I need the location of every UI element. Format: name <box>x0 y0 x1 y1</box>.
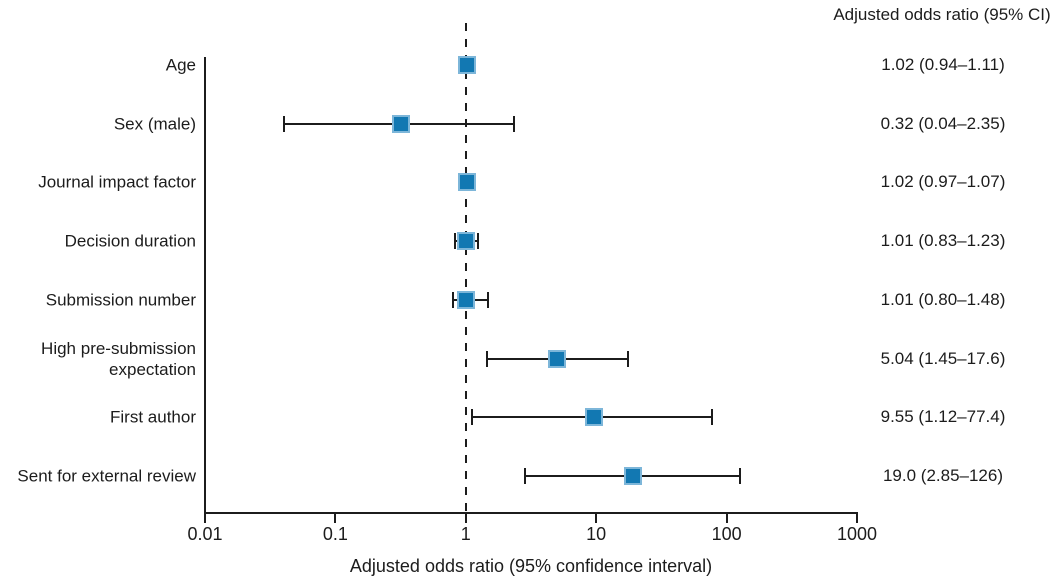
row-label: Sent for external review <box>17 466 196 486</box>
ci-cap-low <box>452 291 455 308</box>
value-text: 1.01 (0.80–1.48) <box>880 289 1006 309</box>
x-tick <box>725 513 728 523</box>
row-label: Age <box>165 55 196 75</box>
ci-cap-low <box>282 115 285 132</box>
x-tick-label: 1 <box>460 524 471 544</box>
x-axis <box>204 512 858 514</box>
ci-cap-low <box>485 350 488 367</box>
or-marker <box>584 408 603 427</box>
value-column-header: Adjusted odds ratio (95% CI) <box>833 5 1051 24</box>
x-tick-label: 0.01 <box>187 524 223 544</box>
row-label: First author <box>110 407 196 427</box>
value-text: 1.02 (0.97–1.07) <box>880 172 1006 192</box>
ci-cap-high <box>487 291 489 308</box>
x-axis-label: Adjusted odds ratio (95% confidence inte… <box>349 556 713 576</box>
or-marker <box>392 114 411 133</box>
row-label: High pre-submission expectation <box>41 338 196 379</box>
x-tick <box>334 513 337 523</box>
or-marker <box>623 466 642 485</box>
ci-cap-low <box>471 409 474 426</box>
x-tick-label: 1000 <box>836 524 878 544</box>
ci-cap-low <box>524 467 527 484</box>
row-label: Submission number <box>45 290 196 310</box>
x-tick <box>204 513 206 523</box>
x-tick-label: 100 <box>711 524 742 544</box>
row-label: Decision duration <box>64 231 196 251</box>
or-marker <box>548 349 567 368</box>
value-text: 1.02 (0.94–1.11) <box>881 55 1005 74</box>
value-text: 0.32 (0.04–2.35) <box>880 113 1006 133</box>
y-axis <box>204 57 206 514</box>
x-tick-label: 0.1 <box>322 524 348 544</box>
ci-cap-high <box>627 350 630 367</box>
or-marker <box>457 173 476 192</box>
ci-cap-low <box>454 233 457 250</box>
row-label: Sex (male) <box>113 114 196 134</box>
x-tick <box>856 513 858 523</box>
x-tick <box>595 513 598 523</box>
ci-cap-high <box>711 409 714 426</box>
value-text: 9.55 (1.12–77.4) <box>880 407 1006 427</box>
value-text: 19.0 (2.85–126) <box>882 465 1004 485</box>
x-tick <box>464 513 467 523</box>
row-label: Journal impact factor <box>38 172 196 192</box>
ci-cap-high <box>513 115 516 132</box>
or-marker <box>457 56 476 74</box>
ci-cap-high <box>476 233 479 250</box>
or-marker <box>457 232 476 251</box>
value-text: 5.04 (1.45–17.6) <box>880 348 1006 368</box>
ci-cap-high <box>738 467 741 484</box>
x-tick-label: 10 <box>586 524 607 544</box>
value-text: 1.01 (0.83–1.23) <box>880 231 1006 251</box>
reference-line <box>464 23 468 512</box>
or-marker <box>457 290 476 309</box>
